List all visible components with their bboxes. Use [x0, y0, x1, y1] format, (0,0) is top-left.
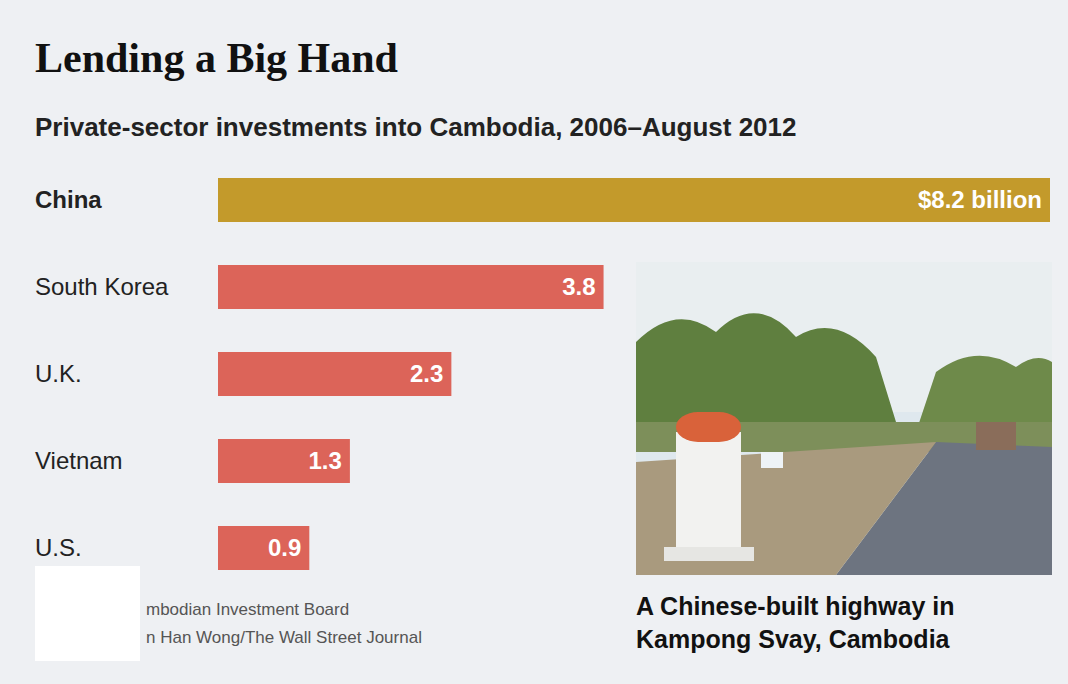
html-text:mbodian Investment Board: mbodian Investment Board	[146, 600, 350, 619]
svg-text:China: China	[35, 186, 102, 213]
html-text:Lending a Big Hand: Lending a Big Hand	[35, 35, 398, 81]
svg-text:1.3: 1.3	[309, 447, 342, 474]
html-text:Private-sector investments int: Private-sector investments into Cambodia…	[35, 112, 797, 142]
svg-text:0.9: 0.9	[268, 534, 301, 561]
svg-text:Vietnam: Vietnam	[35, 447, 123, 474]
html-text:A Chinese-built highway in Kam: A Chinese-built highway in Kampong Svay,…	[636, 592, 955, 653]
svg-text:South Korea: South Korea	[35, 273, 169, 300]
svg-text:2.3: 2.3	[410, 360, 443, 387]
svg-text:3.8: 3.8	[562, 273, 595, 300]
svg-text:$8.2 billion: $8.2 billion	[918, 186, 1042, 213]
svg-text:U.K.: U.K.	[35, 360, 82, 387]
html-text:n Han Wong/The Wall Street Jou: n Han Wong/The Wall Street Journal	[146, 628, 422, 647]
svg-text:U.S.: U.S.	[35, 534, 82, 561]
